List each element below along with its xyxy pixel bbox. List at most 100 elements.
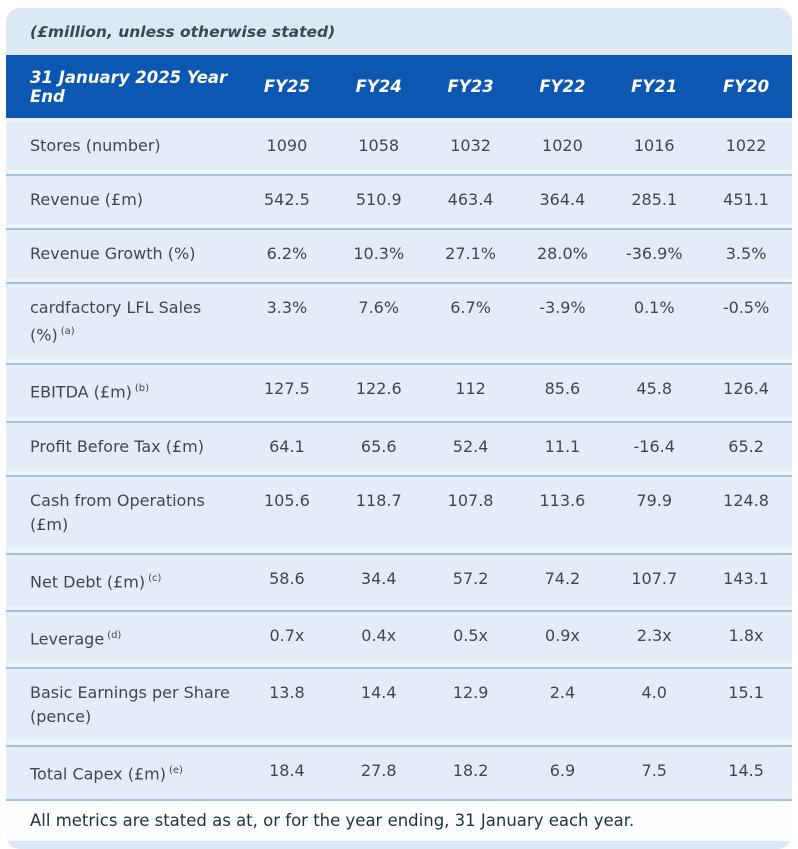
row-value: 10.3%: [353, 244, 405, 263]
row-value: 7.6%: [358, 298, 400, 317]
row-label: Profit Before Tax (£m): [6, 423, 241, 471]
row-value: 107.8: [447, 490, 494, 510]
row-value: 1058: [358, 136, 400, 155]
row-value: 12.9: [452, 683, 489, 703]
row-divider-line: [6, 420, 792, 423]
row-value: 79.9: [636, 490, 673, 510]
row-value: 6.9: [549, 761, 576, 781]
row-label: Leverage (d): [6, 612, 241, 663]
row-divider-gap: [6, 118, 792, 122]
table-row-wrap: cardfactory LFL Sales (%) (a) 3.3% 7.6% 6.7…: [6, 278, 792, 360]
row-label-text: Stores (number): [30, 136, 161, 155]
row-value: 0.7x: [269, 625, 305, 645]
row-value: 1016: [633, 136, 675, 155]
row-label-text: Basic Earnings per Share (pence): [30, 683, 230, 727]
table-row-wrap: Revenue (£m) 542.5 510.9 463.4 364.4 285.1 45…: [6, 170, 792, 224]
table-row-wrap: Stores (number) 1090 1058 1032 1020 1016 1022: [6, 118, 792, 170]
row-value: 510.9: [355, 190, 402, 209]
column-header: FY20: [722, 77, 770, 96]
row-label: Cash from Operations (£m): [6, 477, 241, 549]
row-value: 27.8: [360, 761, 397, 781]
row-label-footnote-marker: (e): [168, 765, 183, 777]
row-label-text: Revenue Growth (%): [30, 244, 196, 263]
row-value: 4.0: [641, 683, 667, 703]
table-row-wrap: Revenue Growth (%) 6.2% 10.3% 27.1% 28.0% -3…: [6, 224, 792, 278]
row-divider-line: [6, 667, 792, 670]
row-value: 0.9x: [544, 625, 580, 645]
row-value: 126.4: [723, 379, 769, 399]
row-value: 52.4: [452, 436, 489, 456]
table-header-label: 31 January 2025 Year End: [30, 67, 228, 106]
row-value: 542.5: [264, 190, 310, 209]
row-label-text: Revenue (£m): [30, 190, 144, 209]
row-value: 85.6: [544, 379, 581, 399]
row-label: Revenue (£m): [6, 176, 241, 224]
table-row: Total Capex (£m) (e) 18.4 27.8 18.2 6.9 7.5 14…: [6, 747, 792, 799]
row-value: -16.4: [633, 436, 675, 456]
row-divider-gap: [6, 278, 792, 282]
row-value: 13.8: [269, 683, 305, 703]
row-label: Total Capex (£m) (e): [6, 747, 241, 798]
row-value: -3.9%: [539, 298, 586, 317]
table-row: Profit Before Tax (£m) 64.1 65.6 52.4 11.1 -…: [6, 422, 792, 471]
row-value: 2.4: [549, 683, 576, 703]
table-row-wrap: Profit Before Tax (£m) 64.1 65.6 52.4 11.1 -…: [6, 416, 792, 471]
row-label-text: Net Debt (£m): [30, 571, 146, 591]
row-divider-line: [6, 363, 792, 366]
table-header-row: 31 January 2025 Year End FY25 FY24 FY23 FY2…: [6, 55, 792, 118]
row-label-footnote-marker: (c): [148, 572, 162, 584]
row-value: 143.1: [723, 568, 769, 588]
row-value: 1.8x: [728, 625, 764, 645]
row-divider-gap: [6, 741, 792, 746]
row-divider-gap: [6, 224, 792, 228]
table-row: Basic Earnings per Share (pence) 13.8 14.…: [6, 669, 792, 742]
row-value: 285.1: [631, 190, 678, 209]
column-header: FY22: [539, 77, 586, 96]
column-header: FY24: [355, 77, 402, 96]
table-row: Cash from Operations (£m) 105.6 118.7 107.…: [6, 476, 792, 549]
row-value: 0.1%: [633, 298, 675, 317]
row-value: 364.4: [539, 190, 586, 209]
row-value: 107.7: [631, 568, 678, 588]
row-value: 1032: [450, 136, 491, 155]
row-label: cardfactory LFL Sales (%) (a): [6, 284, 241, 359]
row-value: 105.6: [264, 490, 310, 510]
row-value: 463.4: [447, 190, 494, 209]
table-footnote: All metrics are stated as at, or for the…: [6, 800, 792, 841]
row-value: 118.7: [355, 490, 402, 510]
row-value: 0.4x: [361, 625, 397, 645]
table-row: Revenue (£m) 542.5 510.9 463.4 364.4 285.1 45…: [6, 176, 792, 224]
column-header: FY25: [263, 77, 310, 96]
financial-summary-panel: (£million, unless otherwise stated) 31 J…: [6, 8, 792, 849]
row-label: EBITDA (£m) (b): [6, 365, 241, 416]
row-divider-gap: [6, 416, 792, 421]
row-value: 74.2: [544, 568, 581, 588]
row-divider-line: [6, 609, 792, 612]
row-divider-gap: [6, 605, 792, 610]
row-value: 11.1: [544, 436, 581, 456]
row-value: 451.1: [723, 190, 769, 209]
row-value: 1022: [725, 136, 767, 155]
table-row-wrap: Total Capex (£m) (e) 18.4 27.8 18.2 6.9 7.5 14…: [6, 741, 792, 799]
table-row: EBITDA (£m) (b) 127.5 122.6 112 85.6 45.8 126.…: [6, 365, 792, 417]
row-value: 14.5: [728, 761, 764, 781]
row-label-footnote-marker: (b): [134, 383, 150, 395]
row-label: Net Debt (£m) (c): [6, 555, 241, 606]
row-value: 6.7%: [450, 298, 491, 317]
row-divider-line: [6, 552, 792, 555]
column-header: FY23: [447, 77, 494, 96]
row-divider-gap: [6, 170, 792, 174]
row-label-footnote-marker: (d): [107, 629, 122, 641]
row-value: 45.8: [636, 379, 673, 399]
table-row-wrap: Net Debt (£m) (c) 58.6 34.4 57.2 74.2 107.7 14…: [6, 548, 792, 606]
row-label-text: EBITDA (£m): [30, 382, 132, 402]
table-caption: (£million, unless otherwise stated): [6, 8, 792, 55]
column-header: FY21: [631, 77, 678, 96]
row-label: Stores (number): [6, 122, 241, 170]
row-label-text: cardfactory LFL Sales (%): [30, 298, 202, 345]
row-divider-line: [6, 282, 792, 284]
page: (£million, unless otherwise stated) 31 J…: [6, 8, 792, 849]
row-value: -0.5%: [722, 298, 770, 317]
row-value: 58.6: [269, 568, 305, 588]
row-value: 34.4: [360, 568, 397, 588]
